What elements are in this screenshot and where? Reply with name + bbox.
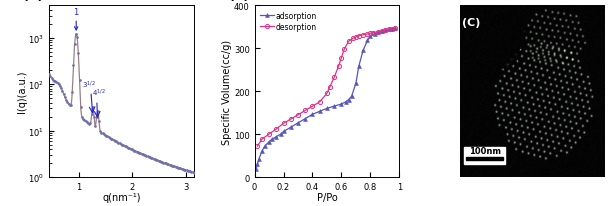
desorption [389,28,396,31]
adsorption [348,96,356,98]
adsorption [254,163,261,166]
Text: $4^{1/2}$: $4^{1/2}$ [92,87,106,98]
adsorption [255,158,263,160]
Bar [464,147,505,164]
adsorption [342,101,349,104]
desorption [352,37,360,39]
Y-axis label: I(q)(a.u.): I(q)(a.u.) [17,70,27,113]
desorption [367,33,374,35]
adsorption [391,28,398,30]
adsorption [258,150,265,153]
adsorption [374,32,381,34]
desorption [335,66,342,68]
adsorption [363,40,371,42]
desorption [386,29,393,31]
desorption [280,123,287,125]
desorption [374,32,381,34]
adsorption [301,118,309,120]
adsorption [309,114,316,116]
adsorption [378,31,386,33]
adsorption [345,99,352,102]
desorption [338,57,345,60]
desorption [355,35,362,38]
Text: (B): (B) [228,0,250,3]
Bar [466,157,503,160]
adsorption [381,30,389,32]
adsorption [371,33,378,36]
desorption [294,114,301,116]
desorption [287,118,295,121]
desorption [309,105,316,108]
desorption [316,101,324,104]
desorption [326,86,333,89]
X-axis label: q(nm⁻¹): q(nm⁻¹) [102,192,141,202]
adsorption [261,145,268,148]
desorption [349,38,357,40]
Text: (A): (A) [23,0,44,3]
desorption [381,30,389,32]
adsorption [294,122,301,125]
Text: 100nm: 100nm [468,147,500,156]
adsorption [316,111,324,113]
adsorption [389,28,396,31]
adsorption [252,168,260,171]
desorption [341,49,348,51]
adsorption [330,105,338,108]
adsorption [268,138,276,141]
adsorption [277,133,284,136]
desorption [330,77,338,79]
Text: 1: 1 [74,7,79,31]
desorption [391,28,398,30]
adsorption [338,103,345,106]
Text: (C): (C) [462,18,481,28]
adsorption [273,136,280,138]
Line: desorption: desorption [255,27,397,149]
desorption [363,34,371,36]
X-axis label: P/Po: P/Po [317,192,337,202]
desorption [265,133,273,136]
Line: adsorption: adsorption [254,27,397,171]
desorption [323,92,330,95]
adsorption [265,141,273,143]
desorption [254,145,261,148]
desorption [345,41,352,43]
Text: $3^{1/2}$: $3^{1/2}$ [82,79,96,90]
desorption [258,138,265,141]
Legend: adsorption, desorption: adsorption, desorption [258,10,319,33]
adsorption [287,126,295,129]
adsorption [359,50,367,52]
desorption [378,31,386,33]
adsorption [280,131,287,133]
adsorption [386,29,393,31]
Y-axis label: Specific Volume(cc/g): Specific Volume(cc/g) [222,39,233,144]
adsorption [323,108,330,110]
adsorption [352,83,360,85]
desorption [370,32,377,35]
adsorption [355,66,362,68]
desorption [359,34,367,37]
desorption [273,128,280,131]
adsorption [367,36,374,38]
desorption [301,110,309,112]
